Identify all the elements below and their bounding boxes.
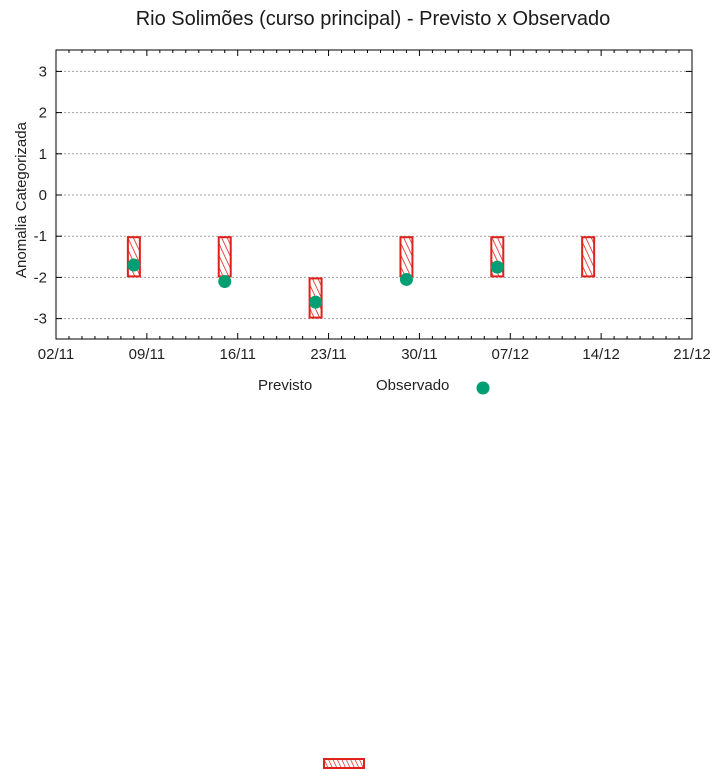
grid-lines: [56, 70, 692, 320]
y-axis-label: Anomalia Categorizada: [13, 121, 30, 278]
chart-title: Rio Solimões (curso principal) - Previst…: [135, 8, 611, 30]
observado-dot: [218, 275, 232, 289]
x-tick-label: 09/11: [129, 346, 165, 363]
previsto-bar: [581, 236, 596, 278]
observado-dots: [127, 258, 504, 309]
legend-label-observado: Observado: [376, 377, 450, 394]
chart-plot: 3 2 1 0 -1 -2 -3 02/11 09/11 16/11 23/11 30/11 07/12…: [13, 49, 711, 363]
plot-border: [55, 49, 693, 340]
observado-dot: [127, 258, 141, 272]
legend-label-previsto: Previsto: [258, 377, 313, 394]
y-tick-label: 0: [39, 187, 47, 204]
y-tick-label: -3: [34, 311, 47, 328]
x-tick-label: 02/11: [38, 346, 74, 363]
x-tick-label: 14/12: [582, 346, 620, 363]
y-tick-label: 2: [39, 105, 47, 122]
y-tick-label: -2: [34, 269, 47, 286]
previsto-bar: [217, 236, 232, 278]
observado-dot: [399, 272, 413, 286]
previsto-bar: [399, 236, 414, 278]
x-tick-label: 16/11: [219, 346, 255, 363]
y-tick-label: 1: [39, 146, 47, 163]
legend-swatch-previsto: [323, 758, 365, 769]
legend: Previsto Observado: [0, 377, 720, 769]
y-tick-label: -1: [34, 228, 47, 245]
x-tick-label: 21/12: [673, 346, 711, 363]
observado-dot: [309, 295, 323, 309]
legend-swatch-observado: [476, 381, 490, 395]
x-tick-label: 30/11: [401, 346, 437, 363]
axes: 3 2 1 0 -1 -2 -3 02/11 09/11 16/11 23/11 30/11 07/12…: [34, 49, 711, 363]
x-tick-label: 07/12: [492, 346, 530, 363]
y-tick-label: 3: [39, 63, 47, 80]
observado-dot: [490, 260, 504, 274]
x-tick-label: 23/11: [310, 346, 346, 363]
